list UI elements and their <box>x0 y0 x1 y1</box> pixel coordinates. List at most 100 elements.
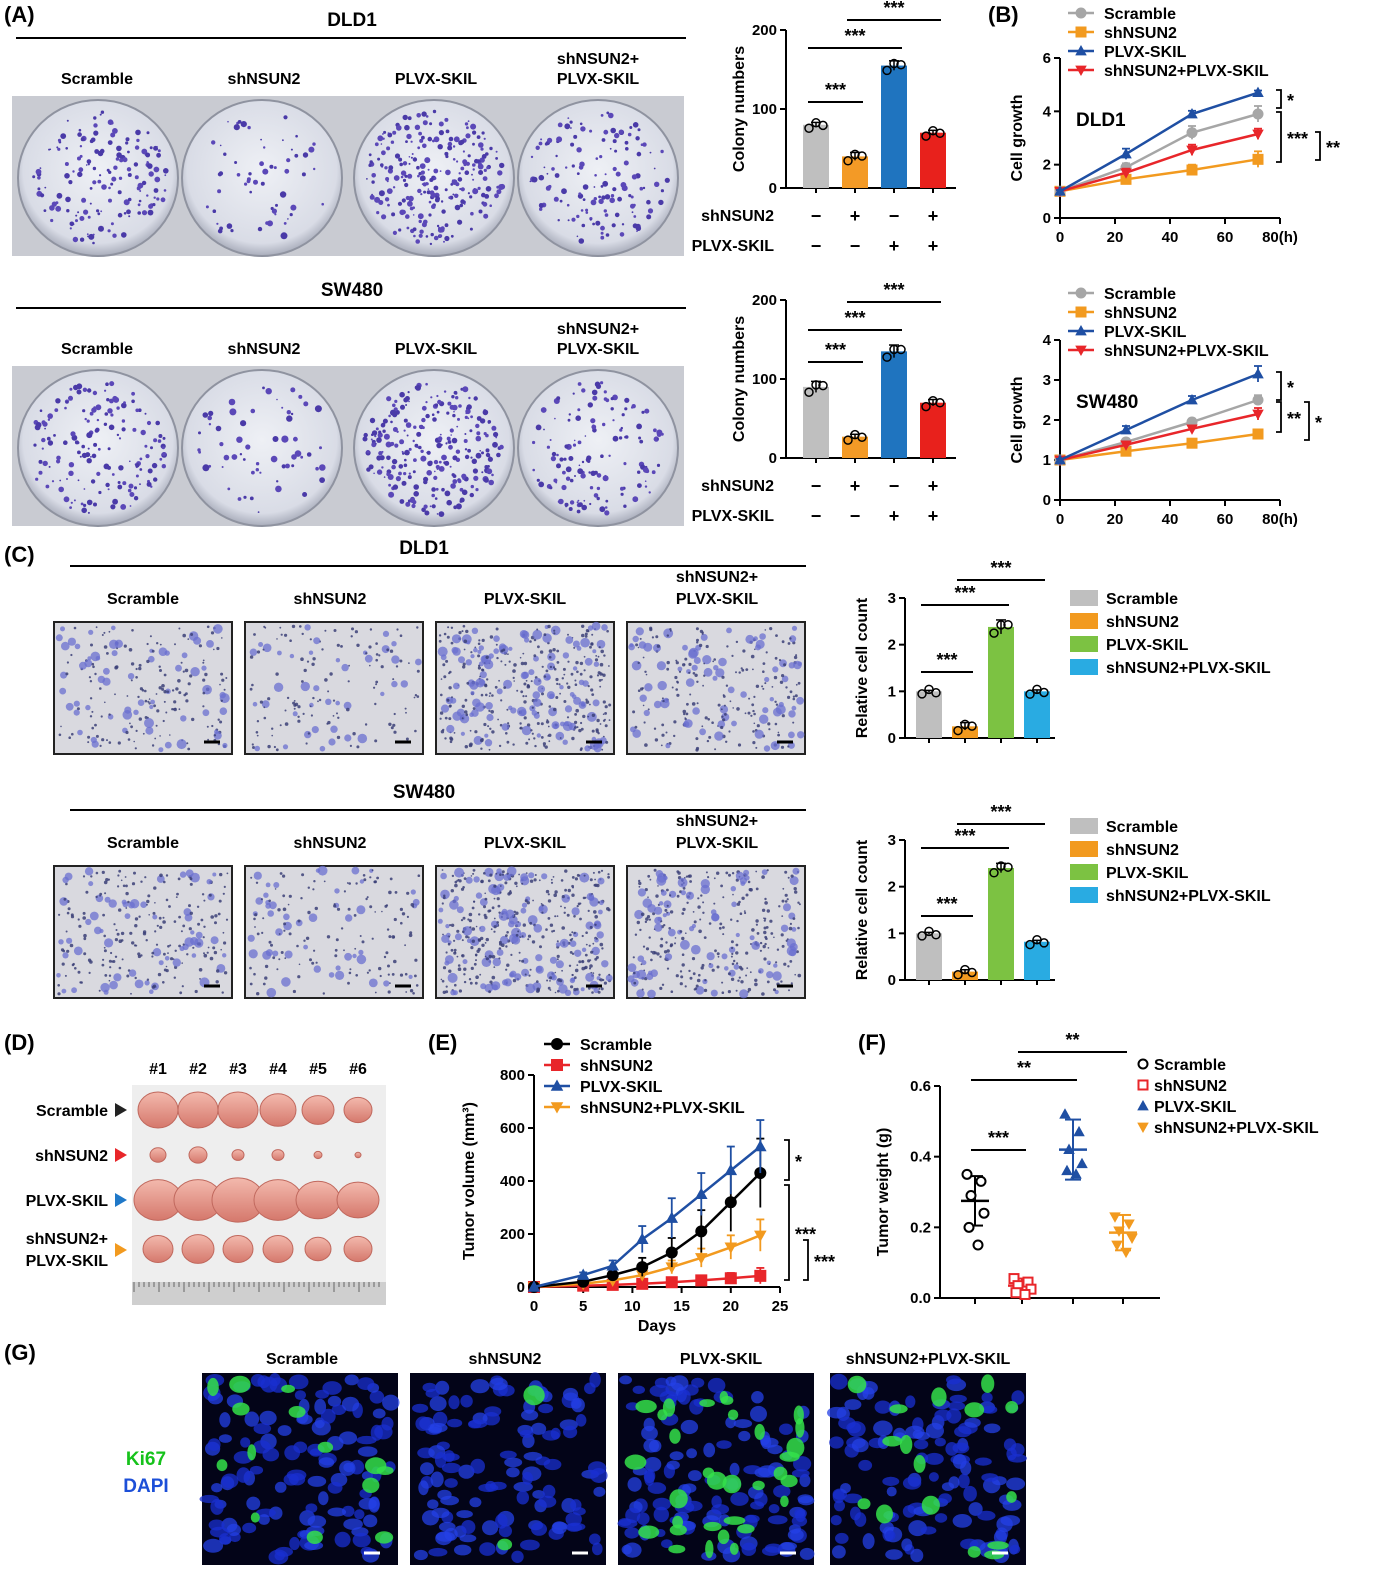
migrated-cell <box>104 974 108 977</box>
y-tick-label: 1 <box>1043 452 1051 469</box>
dapi-nucleus <box>454 1544 472 1556</box>
migrated-cell <box>550 881 554 884</box>
replicate-point <box>889 58 899 69</box>
migrated-cell <box>108 899 117 908</box>
legend-marker <box>1137 1099 1149 1111</box>
migrated-cell <box>182 943 185 946</box>
colony-dot <box>627 132 632 137</box>
series-line <box>1059 432 1259 462</box>
migrated-cell <box>343 701 352 710</box>
migrated-cell <box>507 653 509 655</box>
migrated-cell <box>510 953 513 957</box>
dapi-nucleus <box>327 1395 342 1407</box>
migrated-cell <box>533 737 536 740</box>
migrated-cell <box>469 729 472 732</box>
migrated-cell <box>533 677 542 686</box>
migrated-cell <box>208 893 212 897</box>
y-axis-label: Colony numbers <box>731 316 748 442</box>
migrated-cell <box>653 727 657 730</box>
data-point <box>1186 437 1198 449</box>
dapi-nucleus <box>934 1513 948 1523</box>
migrated-cell <box>668 927 671 930</box>
colony-dot <box>460 187 465 192</box>
migrated-cell <box>557 978 561 982</box>
dapi-nucleus <box>590 1468 608 1483</box>
migrated-cell <box>669 630 672 632</box>
migrated-cell <box>487 879 491 883</box>
migrated-cell <box>488 990 491 994</box>
migrated-cell <box>513 680 515 682</box>
migrated-cell <box>548 740 551 743</box>
migrated-cell <box>313 949 316 952</box>
migrated-cell <box>146 642 149 646</box>
colony-dot <box>596 496 600 501</box>
migrated-cell <box>589 925 593 929</box>
replicate-point <box>967 721 977 731</box>
culture-dish <box>181 369 343 527</box>
dapi-nucleus <box>920 1526 937 1535</box>
migrated-cell <box>469 742 473 747</box>
migrated-cell <box>114 955 118 958</box>
colony-dot <box>653 167 656 170</box>
y-tick-label: 200 <box>500 1226 525 1243</box>
migrated-cell <box>692 911 695 913</box>
dapi-nucleus <box>334 1531 351 1548</box>
dapi-nucleus <box>344 1374 359 1386</box>
colony-dot <box>83 503 87 507</box>
migrated-cell <box>83 933 87 938</box>
migrated-cell <box>176 739 187 750</box>
colony-dot <box>495 157 498 160</box>
colony-dot <box>664 177 670 183</box>
legend-swatch <box>1070 841 1098 857</box>
colony-dot <box>629 126 633 129</box>
migrated-cell <box>94 926 102 935</box>
colony-dot <box>233 124 240 131</box>
colony-dot <box>421 222 427 228</box>
migrated-cell <box>328 738 336 746</box>
replicate-point <box>1025 689 1035 699</box>
migrated-cell <box>692 672 696 675</box>
migrated-cell <box>393 730 397 734</box>
x-tick-label: 60 <box>1217 511 1234 528</box>
dapi-nucleus <box>829 1436 844 1449</box>
migrated-cell <box>666 967 670 970</box>
migrated-cell <box>661 723 665 727</box>
migrated-cell <box>493 966 496 968</box>
migrated-cell <box>67 907 71 911</box>
colony-dot <box>417 174 420 178</box>
y-tick-label: 2 <box>888 879 896 896</box>
migrated-cell <box>71 732 74 736</box>
migrated-cell <box>579 917 582 921</box>
migrated-cell <box>483 913 487 917</box>
colony-dot <box>65 147 68 150</box>
colony-dot <box>464 415 468 419</box>
migrated-cell <box>326 935 331 939</box>
migrated-cell <box>720 708 723 711</box>
migrated-cell <box>106 652 109 655</box>
dapi-nucleus <box>716 1440 732 1449</box>
colony-dot <box>86 419 90 423</box>
dapi-nucleus <box>318 1491 329 1506</box>
colony-dot <box>570 142 575 147</box>
migrated-cell <box>347 907 351 911</box>
migrated-cell <box>591 736 597 742</box>
dapi-nucleus <box>274 1481 287 1493</box>
dapi-nucleus <box>470 1379 490 1394</box>
migrated-cell <box>769 627 773 631</box>
migrated-cell <box>556 661 560 664</box>
colony-dot <box>160 197 166 203</box>
colony-dot <box>262 386 265 390</box>
migrated-cell <box>675 688 678 691</box>
colony-dot <box>483 213 489 219</box>
colony-dot <box>157 439 162 443</box>
migrated-cell <box>647 874 651 878</box>
migrated-cell <box>305 936 310 940</box>
tumor <box>313 1150 323 1160</box>
colony-dot <box>413 458 417 462</box>
colony-dot <box>635 225 642 231</box>
migrated-cell <box>538 879 541 882</box>
dapi-nucleus <box>874 1400 892 1414</box>
colony-dot <box>434 470 436 473</box>
dapi-nucleus <box>592 1542 603 1556</box>
